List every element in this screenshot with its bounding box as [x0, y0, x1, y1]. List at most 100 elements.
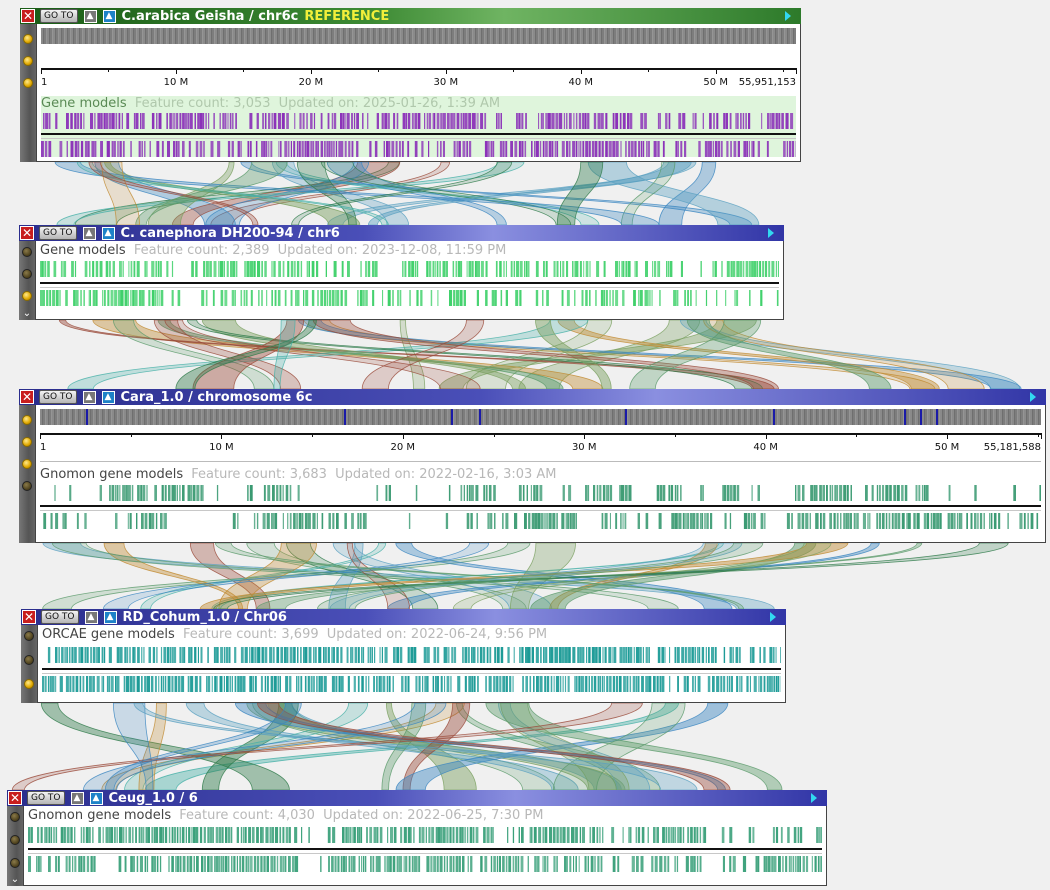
gene-lane-reverse[interactable]: [40, 290, 779, 306]
up-arrow-icon[interactable]: ▲: [84, 610, 98, 624]
gene-feature: [167, 141, 170, 157]
chromosome-overview[interactable]: [41, 28, 796, 44]
status-dot-icon[interactable]: [22, 247, 32, 257]
chromosome-overview[interactable]: [40, 409, 1041, 425]
gene-lane-reverse[interactable]: [40, 513, 1041, 529]
close-icon[interactable]: ✕: [21, 9, 35, 23]
goto-button[interactable]: GO TO: [39, 390, 77, 404]
goto-button[interactable]: GO TO: [27, 791, 65, 805]
close-icon[interactable]: ✕: [20, 226, 34, 240]
status-dot-icon[interactable]: [22, 415, 32, 425]
goto-button[interactable]: GO TO: [40, 9, 78, 23]
synteny-ribbon[interactable]: [135, 161, 288, 226]
up-arrow-icon[interactable]: ▲: [82, 390, 96, 404]
panel-titlebar[interactable]: ✕ GO TO ▲ ▲ C. canephora DH200-94 / chr6: [19, 225, 784, 241]
up-arrow-icon[interactable]: ▲: [102, 9, 116, 23]
goto-button[interactable]: GO TO: [41, 610, 79, 624]
gene-feature: [595, 290, 597, 306]
up-arrow-icon[interactable]: ▲: [89, 791, 103, 805]
status-dot-icon[interactable]: [24, 679, 34, 689]
gene-lane-forward[interactable]: [40, 261, 779, 277]
close-icon[interactable]: ✕: [8, 791, 22, 805]
synteny-ribbon[interactable]: [367, 161, 692, 226]
status-dot-icon[interactable]: [23, 56, 33, 66]
gene-feature: [281, 113, 285, 129]
status-dot-icon[interactable]: [24, 631, 34, 641]
gene-feature: [28, 856, 31, 872]
gene-feature: [148, 647, 151, 663]
gene-lane-reverse[interactable]: [42, 676, 781, 692]
gene-feature: [669, 676, 671, 692]
synteny-ribbon[interactable]: [703, 319, 985, 390]
gene-lane-forward[interactable]: [40, 485, 1041, 501]
gene-feature: [493, 676, 495, 692]
panel-titlebar[interactable]: ✕ GO TO ▲ ▲ C.arabica Geisha / chr6c REF…: [20, 8, 801, 24]
gene-feature: [521, 647, 524, 663]
synteny-ribbon[interactable]: [213, 542, 1009, 610]
play-right-icon[interactable]: [770, 612, 776, 622]
status-dot-icon[interactable]: [23, 78, 33, 88]
play-right-icon[interactable]: [768, 228, 774, 238]
gene-lane-reverse[interactable]: [41, 141, 796, 157]
gene-feature: [947, 513, 950, 529]
status-dot-icon[interactable]: [22, 269, 32, 279]
goto-button[interactable]: GO TO: [39, 226, 77, 240]
gene-feature: [189, 113, 193, 129]
gene-feature: [456, 113, 460, 129]
play-right-icon[interactable]: [785, 11, 791, 21]
up-arrow-icon[interactable]: ▲: [101, 390, 115, 404]
panel-titlebar[interactable]: ✕ GO TO ▲ ▲ Ceug_1.0 / 6: [7, 790, 827, 806]
gene-feature: [196, 485, 200, 501]
synteny-ribbon[interactable]: [273, 319, 296, 390]
gene-feature: [249, 856, 251, 872]
gene-feature: [88, 827, 91, 843]
gene-feature: [526, 485, 528, 501]
status-dot-icon[interactable]: [24, 655, 34, 665]
up-arrow-icon[interactable]: ▲: [101, 226, 115, 240]
gene-feature: [362, 113, 364, 129]
status-dot-icon[interactable]: [23, 34, 33, 44]
gene-feature: [734, 290, 736, 306]
up-arrow-icon[interactable]: ▲: [103, 610, 117, 624]
gene-feature: [248, 827, 251, 843]
panel-titlebar[interactable]: ✕ GO TO ▲ ▲ Cara_1.0 / chromosome 6c: [19, 389, 1046, 405]
status-dot-icon[interactable]: [22, 437, 32, 447]
gene-feature: [772, 827, 775, 843]
status-dot-icon[interactable]: [22, 459, 32, 469]
gene-feature: [723, 647, 726, 663]
gene-lane-reverse[interactable]: [28, 856, 822, 872]
gene-lane-forward[interactable]: [42, 647, 781, 663]
gene-feature: [229, 113, 231, 129]
status-dot-icon[interactable]: [10, 858, 20, 868]
play-right-icon[interactable]: [1030, 392, 1036, 402]
gene-lane-forward[interactable]: [41, 113, 796, 129]
up-arrow-icon[interactable]: ▲: [82, 226, 96, 240]
gene-feature: [659, 113, 661, 129]
gene-feature: [87, 141, 90, 157]
status-dot-icon[interactable]: [22, 481, 32, 491]
ruler-line: [40, 433, 1041, 435]
centromere-marker: [919, 409, 922, 425]
synteny-ribbon[interactable]: [133, 702, 698, 791]
ruler-tick: [648, 68, 650, 72]
gene-feature: [407, 676, 410, 692]
close-icon[interactable]: ✕: [22, 610, 36, 624]
play-right-icon[interactable]: [811, 793, 817, 803]
gene-feature: [418, 676, 421, 692]
status-dot-icon[interactable]: [22, 291, 32, 301]
gene-feature: [540, 647, 542, 663]
gene-feature: [518, 485, 522, 501]
gene-feature: [136, 261, 140, 277]
synteny-ribbon[interactable]: [629, 319, 762, 390]
chevron-down-icon[interactable]: ⌄: [22, 308, 32, 319]
chevron-down-icon[interactable]: ⌄: [10, 874, 20, 885]
gene-feature: [215, 856, 219, 872]
status-dot-icon[interactable]: [10, 812, 20, 822]
gene-lane-forward[interactable]: [28, 827, 822, 843]
synteny-ribbon[interactable]: [164, 319, 481, 390]
panel-titlebar[interactable]: ✕ GO TO ▲ ▲ RD_Cohum_1.0 / Chr06: [21, 609, 786, 625]
up-arrow-icon[interactable]: ▲: [70, 791, 84, 805]
up-arrow-icon[interactable]: ▲: [83, 9, 97, 23]
close-icon[interactable]: ✕: [20, 390, 34, 404]
status-dot-icon[interactable]: [10, 835, 20, 845]
